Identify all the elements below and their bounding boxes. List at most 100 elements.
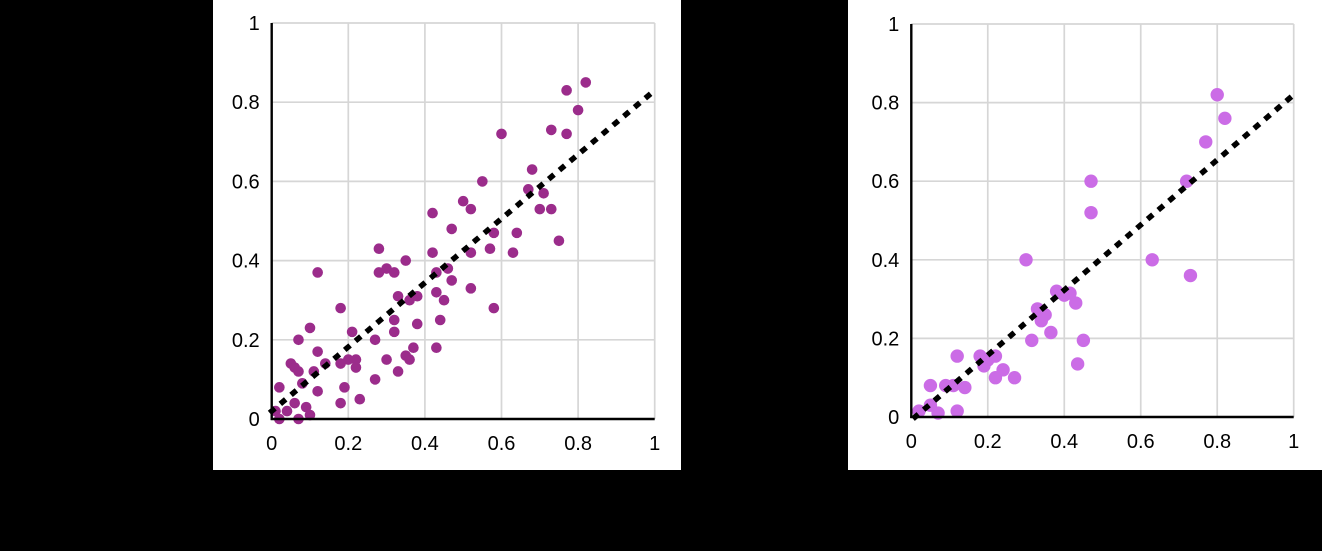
x-axis-tick-label: 0.8 bbox=[564, 433, 592, 455]
y-axis-tick-label: 0 bbox=[888, 407, 899, 429]
data-point bbox=[1218, 111, 1232, 126]
data-point bbox=[538, 187, 549, 199]
data-point bbox=[388, 314, 400, 326]
data-point bbox=[511, 227, 523, 239]
data-point bbox=[300, 401, 312, 413]
data-point bbox=[438, 294, 450, 306]
data-point bbox=[477, 176, 488, 187]
trend-line bbox=[267, 86, 659, 415]
data-point bbox=[1070, 357, 1085, 371]
data-point bbox=[274, 382, 285, 393]
data-point bbox=[457, 195, 469, 207]
data-point bbox=[950, 349, 964, 363]
data-point bbox=[923, 378, 938, 393]
data-point bbox=[1084, 205, 1098, 220]
x-axis-tick-label: 1 bbox=[649, 433, 660, 455]
data-point bbox=[312, 346, 323, 357]
data-point bbox=[1210, 88, 1224, 102]
data-point bbox=[507, 247, 519, 258]
x-axis-tick-label: 0.6 bbox=[488, 433, 516, 455]
data-point bbox=[446, 223, 458, 235]
data-point bbox=[1069, 296, 1083, 310]
data-point bbox=[1076, 333, 1091, 348]
y-axis-tick-label: 0.4 bbox=[871, 250, 899, 272]
data-point bbox=[996, 363, 1010, 377]
data-point bbox=[1179, 174, 1194, 188]
data-point bbox=[304, 322, 316, 334]
data-point bbox=[484, 243, 496, 255]
trend-line bbox=[911, 90, 1298, 421]
x-axis-tick-label: 0 bbox=[266, 433, 277, 455]
data-point bbox=[561, 128, 572, 140]
x-axis-tick-label: 0.8 bbox=[1203, 431, 1231, 453]
data-point bbox=[281, 405, 293, 417]
y-axis-tick-label: 0.8 bbox=[232, 92, 260, 114]
data-point bbox=[354, 393, 366, 405]
data-point bbox=[369, 374, 381, 385]
data-point bbox=[411, 318, 423, 330]
data-point bbox=[1199, 135, 1213, 149]
x-axis-tick-label: 0.4 bbox=[1050, 431, 1078, 453]
data-point bbox=[496, 128, 507, 140]
y-axis-tick-label: 0 bbox=[249, 409, 260, 431]
data-point bbox=[1044, 325, 1058, 340]
x-axis-tick-label: 0.2 bbox=[334, 433, 362, 455]
y-axis-tick-label: 0.6 bbox=[232, 171, 260, 193]
x-axis-tick-label: 1 bbox=[1288, 431, 1299, 453]
data-point bbox=[1007, 371, 1022, 385]
data-point bbox=[526, 164, 538, 175]
y-axis-tick-label: 0.2 bbox=[232, 330, 260, 352]
y-axis-tick-label: 0.6 bbox=[871, 171, 899, 193]
data-point bbox=[1183, 268, 1198, 283]
right-scatter-chart: 0 0.2 0.4 0.6 0.8 1 0 0.2 0.4 0.6 0.8 1 bbox=[871, 14, 1299, 453]
data-point bbox=[388, 326, 400, 338]
data-point bbox=[373, 243, 385, 255]
x-axis-tick-label: 0.2 bbox=[974, 431, 1002, 453]
data-point bbox=[381, 354, 392, 365]
data-point bbox=[1084, 174, 1098, 188]
data-point bbox=[339, 382, 350, 393]
data-point bbox=[545, 124, 557, 136]
data-point bbox=[488, 227, 500, 239]
data-point bbox=[350, 362, 362, 373]
data-point bbox=[312, 385, 323, 397]
left-scatter-chart: 0 0.2 0.4 0.6 0.8 1 0 0.2 0.4 0.6 0.8 1 bbox=[232, 13, 660, 455]
data-point bbox=[289, 397, 300, 409]
data-point bbox=[465, 203, 477, 215]
y-axis-tick-label: 0.2 bbox=[871, 328, 899, 350]
data-point bbox=[293, 366, 304, 377]
y-axis-tick-label: 1 bbox=[249, 13, 260, 35]
left-chart-panel: 0 0.2 0.4 0.6 0.8 1 0 0.2 0.4 0.6 0.8 1 bbox=[213, 0, 681, 470]
data-point bbox=[1145, 253, 1159, 267]
data-point bbox=[392, 290, 404, 302]
data-point bbox=[335, 302, 346, 314]
data-point bbox=[950, 404, 964, 418]
data-point bbox=[561, 85, 572, 96]
x-axis-tick-label: 0.6 bbox=[1127, 431, 1155, 453]
y-axis-tick-label: 1 bbox=[888, 14, 899, 36]
data-point bbox=[427, 247, 438, 258]
data-point bbox=[335, 397, 346, 409]
data-point bbox=[434, 314, 446, 326]
data-point bbox=[392, 366, 404, 377]
data-point bbox=[1019, 253, 1033, 267]
data-point bbox=[346, 326, 358, 338]
data-point bbox=[350, 354, 362, 365]
data-point bbox=[580, 77, 592, 88]
data-point bbox=[312, 267, 323, 278]
right-chart-panel: 0 0.2 0.4 0.6 0.8 1 0 0.2 0.4 0.6 0.8 1 bbox=[848, 0, 1322, 470]
data-point bbox=[553, 235, 565, 247]
data-point bbox=[572, 104, 584, 116]
data-point bbox=[388, 267, 400, 278]
data-point bbox=[369, 334, 381, 346]
data-point bbox=[1038, 308, 1052, 322]
y-axis-tick-label: 0.4 bbox=[232, 251, 260, 273]
data-point bbox=[431, 342, 442, 354]
data-point bbox=[293, 334, 304, 346]
data-point bbox=[404, 354, 415, 365]
data-point bbox=[400, 255, 412, 266]
x-axis-tick-label: 0.4 bbox=[411, 433, 439, 455]
data-point bbox=[958, 380, 972, 395]
data-point bbox=[446, 275, 458, 286]
